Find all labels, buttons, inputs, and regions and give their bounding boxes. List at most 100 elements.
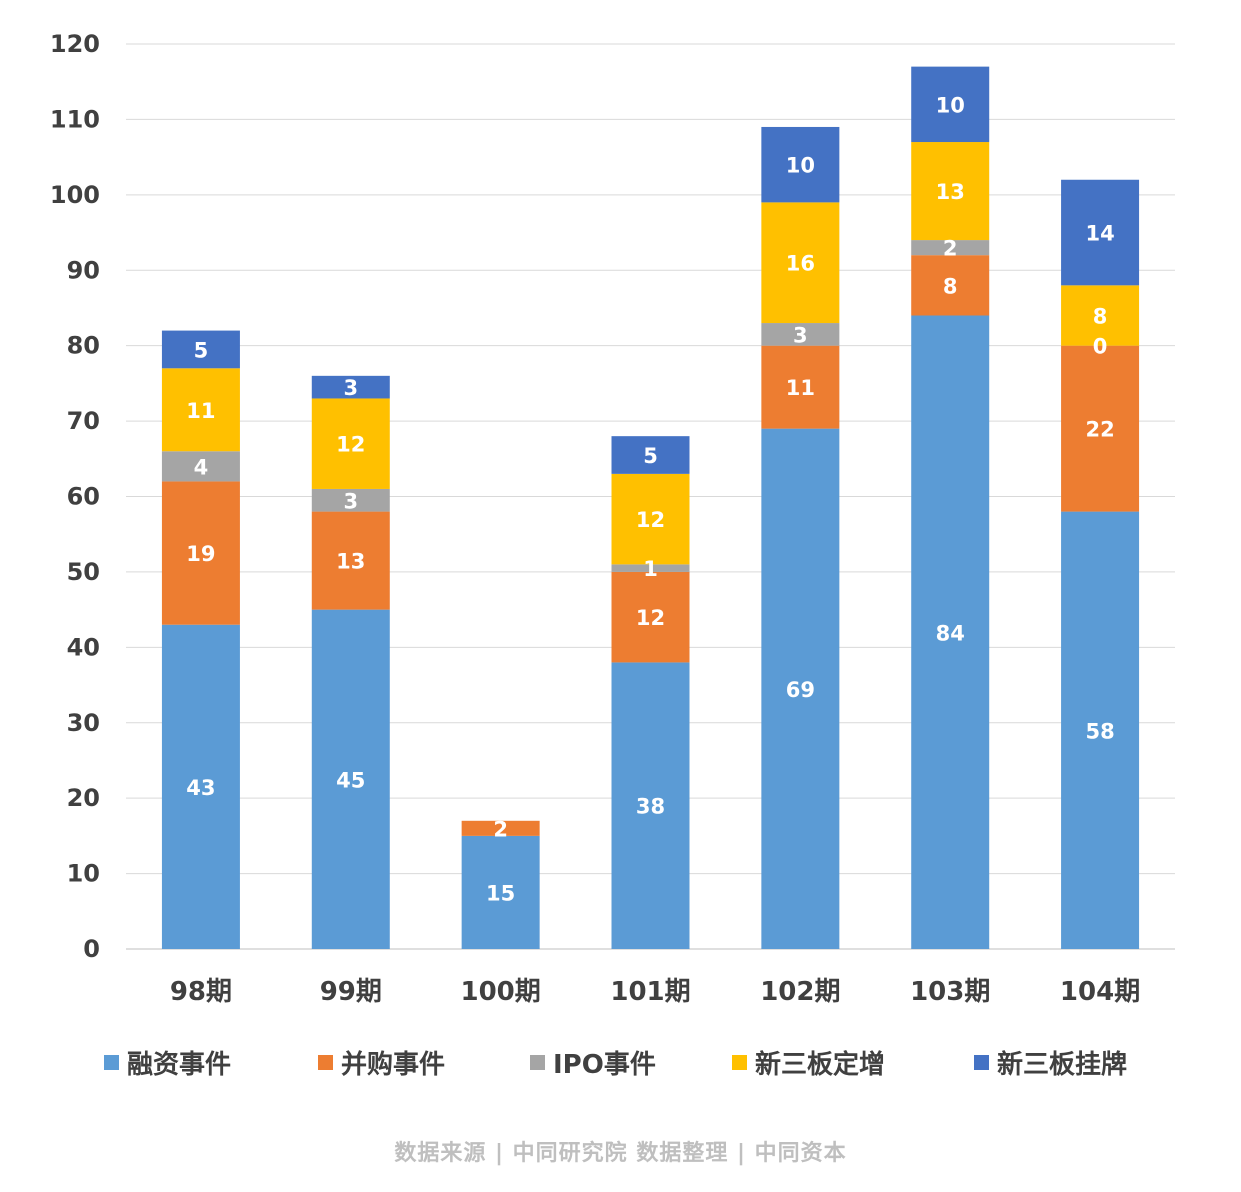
legend-swatch	[732, 1054, 747, 1070]
y-tick-label: 120	[50, 30, 100, 58]
bar-segment	[311, 609, 390, 949]
legend-item: IPO事件	[530, 1040, 656, 1084]
bar-segment	[911, 142, 990, 241]
x-tick-label: 99期	[320, 977, 382, 1007]
y-tick-label: 40	[67, 633, 100, 661]
y-tick-label: 110	[50, 105, 100, 133]
y-tick-label: 70	[67, 407, 100, 435]
bar-segment	[161, 330, 240, 369]
bar-segment	[611, 473, 690, 565]
legend-swatch	[974, 1054, 989, 1070]
data-label: 45	[336, 768, 365, 792]
legend-swatch	[318, 1054, 333, 1070]
bar-segment	[1061, 285, 1140, 346]
y-tick-label: 30	[67, 709, 100, 737]
data-label: 3	[343, 376, 358, 400]
bar-segment	[311, 511, 390, 610]
data-label: 38	[636, 795, 665, 819]
x-tick-label: 101期	[610, 977, 690, 1007]
data-label: 2	[493, 817, 508, 841]
data-label: 3	[793, 323, 808, 347]
data-label: 22	[1085, 418, 1114, 442]
bar-segment	[311, 398, 390, 489]
bar-segment	[461, 835, 540, 949]
y-tick-label: 100	[50, 181, 100, 209]
x-tick-label: 102期	[760, 977, 840, 1007]
bar-segment	[911, 315, 990, 949]
data-label: 16	[786, 252, 815, 276]
data-label: 14	[1085, 222, 1114, 246]
bar-segment	[1061, 345, 1140, 512]
x-tick-label: 100期	[461, 977, 541, 1007]
data-label: 3	[343, 489, 358, 513]
x-axis: 98期 99期 100期 101期 102期 103期 104期	[170, 977, 1140, 1007]
legend-label: 新三板挂牌	[997, 1049, 1128, 1080]
y-tick-label: 0	[83, 935, 100, 963]
data-label: 8	[943, 274, 958, 298]
bar-segment	[161, 624, 240, 949]
data-label: 5	[194, 338, 209, 362]
bar-segment	[611, 436, 690, 474]
bar-segment	[761, 323, 840, 346]
legend-label: 融资事件	[127, 1049, 232, 1080]
x-tick-label: 98期	[170, 977, 232, 1007]
bar-segment	[761, 428, 840, 949]
bar-segment	[911, 240, 990, 256]
x-tick-label: 104期	[1060, 977, 1140, 1007]
data-label: 0	[1093, 335, 1108, 359]
data-label: 11	[186, 399, 215, 423]
data-label: 84	[936, 621, 965, 645]
legend-swatch	[104, 1054, 119, 1070]
data-label: 10	[786, 154, 815, 178]
data-label: 69	[786, 678, 815, 702]
data-label: 11	[786, 376, 815, 400]
y-tick-label: 50	[67, 558, 100, 586]
bar-segment	[761, 202, 840, 324]
bar-segment	[1061, 511, 1140, 949]
bar-segment	[611, 564, 690, 572]
data-label: 13	[936, 180, 965, 204]
bar-segment	[911, 255, 990, 316]
legend-label: 新三板定增	[755, 1049, 886, 1080]
data-label: 10	[936, 93, 965, 117]
bar-segment	[161, 368, 240, 452]
data-label: 12	[336, 433, 365, 457]
data-labels: 4319411545133123152381211256911316108482…	[186, 93, 1114, 905]
bar-segment	[161, 451, 240, 482]
data-label: 1	[643, 557, 658, 581]
legend-label: 并购事件	[341, 1049, 446, 1080]
y-tick-label: 20	[67, 784, 100, 812]
x-tick-label: 103期	[910, 977, 990, 1007]
bar-segment	[311, 488, 390, 512]
data-label: 12	[636, 606, 665, 630]
bar-segment	[761, 345, 840, 429]
legend-item: 融资事件	[104, 1040, 231, 1084]
data-label: 2	[943, 237, 958, 261]
data-label: 12	[636, 508, 665, 532]
legend-label: IPO事件	[553, 1049, 656, 1080]
legend-item: 并购事件	[318, 1040, 445, 1084]
bar-segment	[761, 126, 840, 203]
bar-segment	[1061, 179, 1140, 286]
y-tick-label: 90	[67, 256, 100, 284]
data-label: 5	[643, 444, 658, 468]
source-note: 数据来源 | 中同研究院 数据整理 | 中同资本	[394, 1141, 847, 1166]
data-label: 19	[186, 542, 215, 566]
bar-segment	[161, 481, 240, 625]
data-label: 4	[194, 455, 209, 479]
bar-segment	[611, 662, 690, 949]
data-label: 15	[486, 881, 515, 905]
bars	[161, 66, 1140, 949]
bar-segment	[611, 571, 690, 663]
bar-segment	[461, 820, 540, 836]
data-label: 58	[1085, 719, 1114, 743]
data-label: 13	[336, 550, 365, 574]
bar-segment	[311, 375, 390, 399]
legend-swatch	[530, 1054, 545, 1070]
data-label: 43	[186, 776, 215, 800]
y-axis: 0 10 20 30 40 50 60 70 80 90 100 110 120	[50, 30, 100, 963]
bar-segment	[911, 66, 990, 143]
y-tick-label: 10	[67, 860, 100, 888]
legend-item: 新三板定增	[732, 1040, 885, 1084]
